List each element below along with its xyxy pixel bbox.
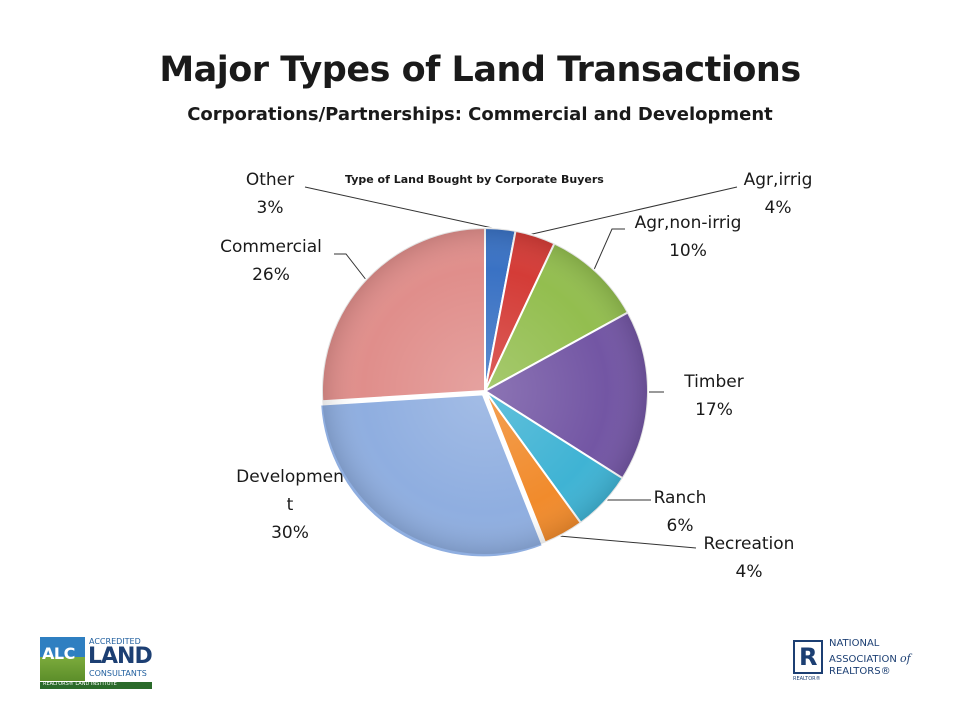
slice-label-name: Other	[245, 170, 295, 190]
slice-label-name: Timber	[684, 372, 744, 392]
slice-label-name: Agr,non-irrig	[634, 213, 742, 233]
slice-label-percent: 10%	[669, 241, 707, 261]
pie-slices	[319, 226, 649, 559]
slice-label: Agr,irrig 4%	[708, 166, 848, 222]
slice-label-name: Recreation	[703, 534, 795, 554]
slice-label: Timber 17%	[644, 368, 784, 424]
slide-subtitle: Corporations/Partnerships: Commercial an…	[187, 104, 773, 125]
slice-label: Agr,non-irrig 10%	[618, 209, 758, 265]
slice-label: Developmen t 30%	[220, 463, 360, 547]
slice-label-name: Agr,irrig	[743, 170, 813, 190]
alc-bar-text: REALTORS® LAND INSTITUTE	[43, 681, 117, 687]
nar-logo: R REALTOR® NATIONAL ASSOCIATION of REALT…	[793, 635, 923, 683]
alc-bar: REALTORS® LAND INSTITUTE	[40, 681, 152, 689]
slice-label-percent: 3%	[256, 198, 284, 218]
nar-line-association: ASSOCIATION of	[829, 652, 911, 665]
slice-label-name: Commercial	[220, 237, 322, 257]
slice-label-percent: 4%	[764, 198, 792, 218]
slice-label: Recreation 4%	[679, 530, 819, 586]
alc-consultants-text: CONSULTANTS	[89, 669, 147, 678]
nar-line-realtors: REALTORS®	[829, 666, 891, 677]
slice-label-percent: 17%	[695, 400, 733, 420]
slice-label: Ranch 6%	[610, 484, 750, 540]
nar-line-national: NATIONAL	[829, 638, 880, 649]
slice-label-percent: 26%	[252, 265, 290, 285]
alc-accredited-text: ACCREDITED	[89, 637, 141, 646]
slice-label-percent: 6%	[666, 516, 694, 536]
slide-title: Major Types of Land Transactions	[159, 50, 801, 90]
slice-label: Other 3%	[200, 166, 340, 222]
slice-label-percent: 4%	[735, 562, 763, 582]
slice-label: Commercial 26%	[201, 233, 341, 289]
slice-label-name: t	[286, 495, 294, 515]
alc-badge-text: ALC	[42, 644, 75, 663]
realtor-r-letter: R	[799, 643, 818, 671]
slice-label-name: Developmen	[236, 467, 344, 487]
nar-association-text: ASSOCIATION	[829, 654, 897, 665]
leader-line	[304, 186, 498, 230]
slice-label-name: Ranch	[653, 488, 707, 508]
chart-title: Type of Land Bought by Corporate Buyers	[345, 173, 604, 186]
alc-land-text: LAND	[88, 644, 153, 669]
realtor-caption: REALTOR®	[793, 676, 821, 682]
nar-of-text: of	[900, 652, 911, 665]
alc-badge: ALC	[40, 637, 85, 681]
alc-logo: ALC ACCREDITED LAND CONSULTANTS REALTORS…	[40, 637, 153, 689]
slice-label-percent: 30%	[271, 523, 309, 543]
realtor-r-icon: R	[793, 640, 823, 674]
